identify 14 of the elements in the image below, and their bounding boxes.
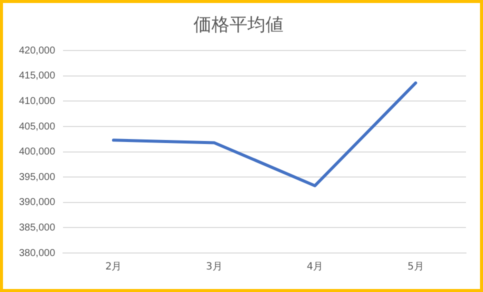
y-tick-label: 385,000 [18, 222, 56, 234]
y-tick-label: 415,000 [18, 70, 56, 82]
y-tick-label: 410,000 [18, 96, 56, 107]
y-tick-label: 400,000 [18, 146, 56, 158]
x-tick-label: 3月 [206, 262, 222, 273]
x-tick-label: 5月 [407, 262, 424, 273]
x-tick-label: 4月 [306, 262, 324, 273]
y-tick-label: 380,000 [18, 248, 56, 259]
chart-title: 価格平均値 [194, 14, 284, 36]
y-tick-label: 405,000 [18, 121, 56, 132]
y-tick-label: 420,000 [18, 45, 56, 56]
y-tick-label: 390,000 [18, 197, 56, 208]
x-tick-label: 2月 [105, 262, 122, 273]
y-tick-label: 395,000 [18, 172, 56, 183]
